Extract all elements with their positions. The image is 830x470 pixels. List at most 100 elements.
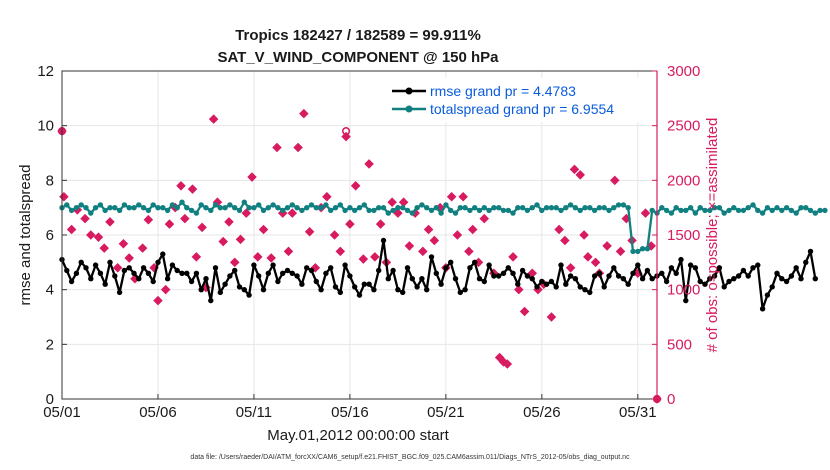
rmse-point bbox=[385, 276, 391, 282]
rmse-point bbox=[371, 287, 377, 293]
spread-point bbox=[803, 205, 809, 211]
spread-point bbox=[759, 210, 766, 216]
obs-assimilated-marker bbox=[235, 234, 246, 245]
spread-point bbox=[510, 210, 516, 216]
rmse-point bbox=[395, 287, 401, 293]
spread-point bbox=[601, 205, 607, 211]
rmse-point bbox=[764, 292, 771, 298]
spread-point bbox=[299, 207, 305, 214]
obs-assimilated-marker bbox=[358, 254, 369, 264]
spread-point bbox=[807, 207, 814, 214]
spread-point bbox=[663, 207, 670, 214]
spread-point bbox=[150, 202, 156, 208]
rmse-point bbox=[73, 270, 80, 276]
obs-assimilated-marker bbox=[404, 241, 415, 251]
x-tick-label: 05/06 bbox=[139, 404, 177, 421]
rmse-point bbox=[212, 265, 219, 271]
obs-assimilated-marker bbox=[59, 191, 69, 202]
rmse-point bbox=[112, 273, 118, 279]
obs-assimilated-marker bbox=[546, 312, 557, 322]
rmse-point bbox=[788, 273, 795, 279]
obs-assimilated-marker bbox=[197, 222, 207, 233]
rmse-point bbox=[356, 292, 363, 298]
spread-point bbox=[361, 202, 367, 208]
obs-assimilated-marker bbox=[341, 131, 351, 142]
spread-point bbox=[462, 205, 468, 211]
rmse-point bbox=[236, 284, 243, 290]
x-axis-label: May.01,2012 00:00:00 start bbox=[267, 427, 449, 444]
rmse-point bbox=[131, 270, 137, 276]
obs-assimilated-marker bbox=[590, 257, 601, 268]
rmse-point bbox=[184, 270, 190, 276]
rmse-point bbox=[745, 273, 751, 279]
spread-point bbox=[711, 205, 718, 211]
rmse-point bbox=[731, 276, 737, 282]
rmse-point bbox=[347, 273, 353, 279]
legend-box bbox=[388, 78, 650, 122]
spread-point bbox=[486, 207, 492, 214]
spread-point bbox=[174, 205, 180, 211]
legend-spread-label: totalspread grand pr = 6.9554 bbox=[430, 101, 614, 117]
spread-point bbox=[500, 207, 507, 214]
rmse-point bbox=[284, 267, 291, 274]
obs-assimilated-marker bbox=[253, 252, 263, 262]
rmse-point bbox=[308, 267, 315, 274]
rmse-point bbox=[812, 276, 818, 282]
y-tick-label-right: 3000 bbox=[667, 63, 700, 80]
rmse-point bbox=[150, 278, 156, 285]
obs-assimilated-marker bbox=[241, 208, 252, 218]
rmse-point bbox=[136, 276, 142, 282]
spread-point bbox=[611, 205, 617, 211]
rmse-point bbox=[164, 276, 171, 282]
spread-point bbox=[596, 205, 603, 211]
spread-point bbox=[673, 205, 679, 211]
spread-point bbox=[755, 207, 761, 214]
obs-assimilated-marker bbox=[508, 252, 518, 262]
rmse-point bbox=[558, 262, 564, 268]
rmse-point bbox=[352, 284, 358, 290]
y-tick-label-left: 12 bbox=[37, 63, 54, 80]
y-tick-label-right: 500 bbox=[667, 336, 692, 353]
rmse-point bbox=[577, 284, 583, 290]
rmse-point bbox=[635, 262, 641, 268]
rmse-point bbox=[611, 265, 617, 271]
obs-assimilated-marker bbox=[446, 191, 457, 202]
rmse-point bbox=[783, 278, 790, 285]
rmse-point bbox=[476, 276, 483, 282]
spread-point bbox=[716, 205, 723, 211]
rmse-point bbox=[270, 262, 276, 268]
spread-point bbox=[448, 207, 454, 214]
rmse-point bbox=[169, 262, 176, 268]
rmse-point bbox=[529, 276, 535, 282]
rmse-point bbox=[419, 276, 425, 282]
spread-point bbox=[668, 210, 675, 216]
obs-assimilated-marker bbox=[137, 243, 148, 253]
rmse-point bbox=[486, 262, 492, 268]
spread-point bbox=[798, 205, 804, 211]
rmse-point bbox=[793, 265, 799, 271]
obs-assimilated-marker bbox=[418, 246, 428, 257]
y-tick-label-right: 1500 bbox=[667, 227, 700, 244]
rmse-point bbox=[323, 270, 329, 276]
obs-assimilated-marker bbox=[124, 253, 134, 263]
rmse-point bbox=[683, 297, 689, 304]
rmse-point bbox=[596, 270, 603, 276]
spread-point bbox=[702, 207, 708, 214]
spread-point bbox=[424, 205, 430, 211]
obs-assimilated-marker bbox=[519, 306, 530, 317]
spread-point bbox=[280, 207, 286, 214]
y-tick-label-right: 1000 bbox=[667, 282, 700, 299]
spread-point bbox=[92, 205, 99, 211]
spread-point bbox=[107, 205, 113, 211]
x-tick-label: 05/11 bbox=[236, 404, 272, 421]
x-tick-label: 05/31 bbox=[619, 404, 657, 421]
spread-point bbox=[409, 210, 415, 216]
obs-assimilated-marker bbox=[118, 238, 129, 249]
spread-point bbox=[356, 205, 363, 211]
rmse-point bbox=[750, 265, 756, 271]
spread-point bbox=[428, 207, 435, 214]
spread-point bbox=[505, 207, 511, 214]
rmse-point bbox=[64, 267, 70, 274]
rmse-point bbox=[241, 287, 247, 293]
spread-point bbox=[155, 205, 161, 211]
